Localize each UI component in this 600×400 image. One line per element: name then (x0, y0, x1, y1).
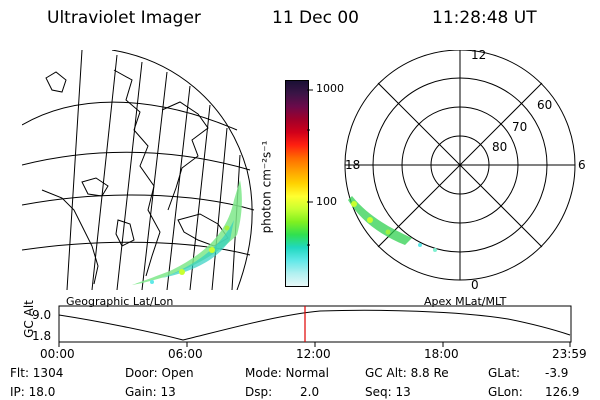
colorbar (285, 80, 309, 287)
mlt-label-0: 0 (471, 278, 479, 292)
time-tick-2359: 23:59 (552, 347, 587, 361)
time-tick-0000: 00:00 (40, 347, 75, 361)
globe-limb (111, 50, 253, 290)
colorbar-tick-1000: 1000 (316, 82, 344, 95)
flight-info: Flt: 1304 (10, 366, 64, 380)
seq-info: Seq: 13 (365, 385, 411, 399)
mlt-label-12: 12 (471, 48, 487, 62)
mlt-label-18: 18 (345, 158, 361, 172)
altitude-strip (58, 305, 572, 347)
aurora-emission-polar (348, 196, 437, 252)
gc-alt-info: GC Alt: 8.8 Re (365, 366, 449, 380)
date-label: 11 Dec 00 (272, 8, 359, 28)
altitude-tick-9: 9.0 (32, 308, 52, 322)
aurora-emission-geo (132, 180, 242, 285)
colorbar-label: photon cm⁻²s⁻¹ (259, 140, 274, 234)
glon-value: 126.9 (545, 385, 580, 399)
time-tick-1800: 18:00 (424, 347, 459, 361)
dsp-value: 2.0 (300, 385, 320, 399)
mlt-label-6: 6 (578, 158, 586, 172)
glat-value: -3.9 (545, 366, 569, 380)
glat-label: GLat: (488, 366, 521, 380)
mlat-label-60: 60 (537, 98, 553, 112)
polar-plot (344, 50, 576, 281)
geographic-panel-label: Geographic Lat/Lon (66, 295, 174, 308)
mode-info: Mode: Normal (245, 366, 329, 380)
time-label: 11:28:48 UT (432, 8, 537, 28)
glon-label: GLon: (488, 385, 523, 399)
mlat-label-70: 70 (512, 120, 528, 134)
dsp-label: Dsp: (245, 385, 273, 399)
geographic-map (22, 50, 255, 290)
ip-info: IP: 18.0 (10, 385, 56, 399)
altitude-tick-1_8: 1.8 (32, 329, 52, 343)
mlat-label-80: 80 (492, 140, 508, 154)
colorbar-tick-100: 100 (316, 195, 337, 208)
polar-panel-label: Apex MLat/MLT (424, 295, 507, 308)
instrument-title: Ultraviolet Imager (47, 8, 201, 28)
time-tick-1200: 12:00 (296, 347, 331, 361)
time-tick-0600: 06:00 (168, 347, 203, 361)
colorbar-ticks (307, 89, 313, 246)
gain-info: Gain: 13 (125, 385, 176, 399)
door-info: Door: Open (125, 366, 194, 380)
